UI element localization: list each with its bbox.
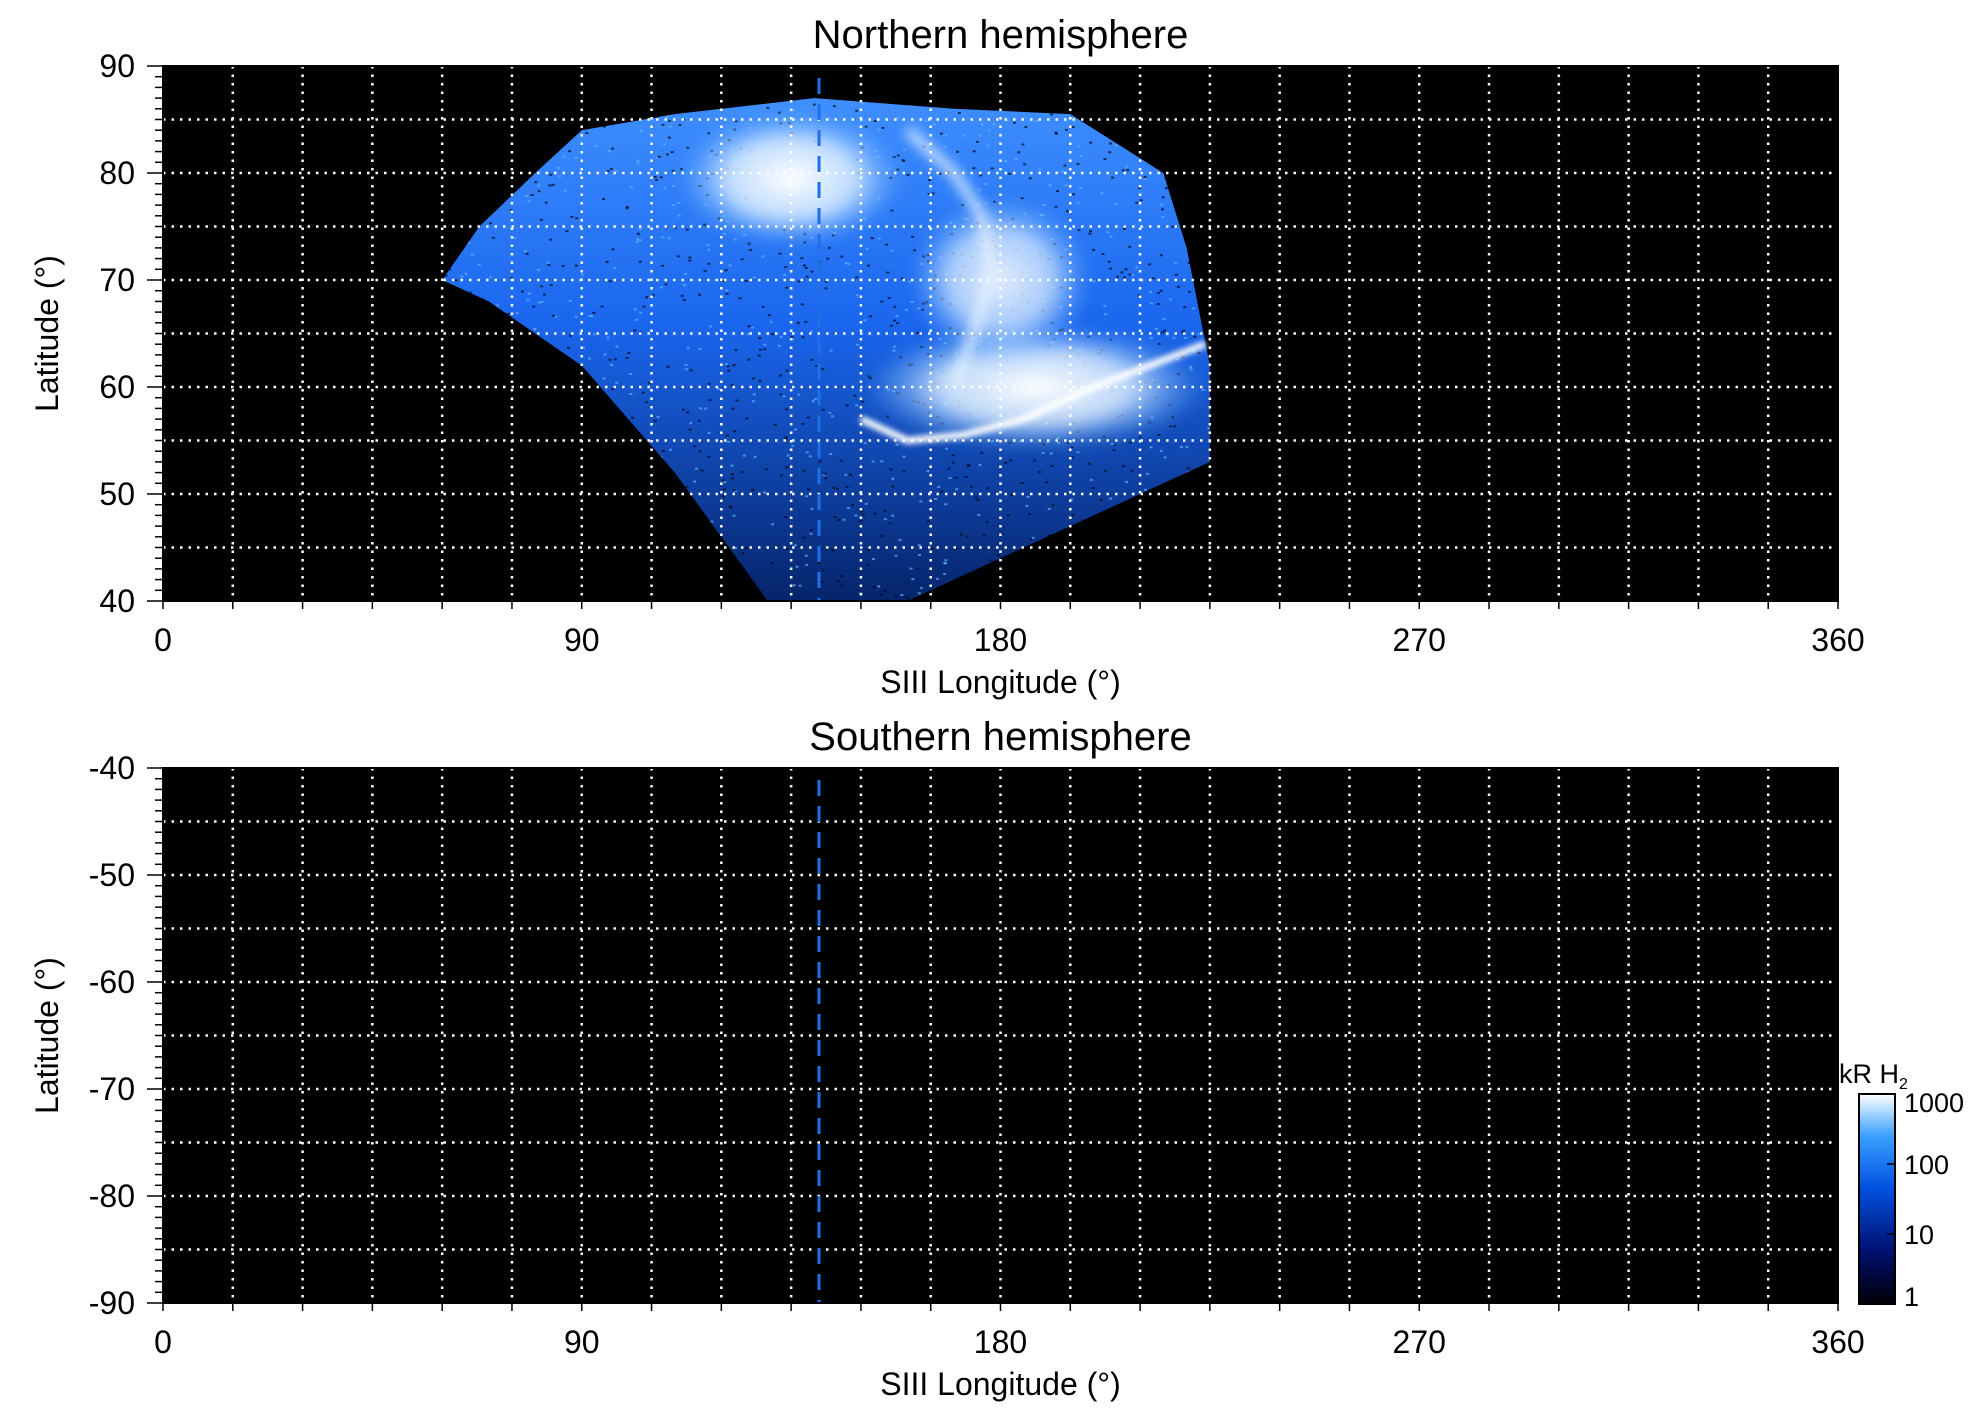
grid	[163, 768, 1838, 1303]
colorbar-label: kR H2	[1839, 1059, 1908, 1093]
y-tick-label: 70	[99, 262, 135, 298]
x-tick-label: 270	[1393, 1324, 1446, 1360]
y-tick-label: 60	[99, 369, 135, 405]
y-tick-label: 40	[99, 583, 135, 619]
x-tick-label: 0	[154, 622, 172, 658]
x-axis-label: SIII Longitude (°)	[880, 664, 1120, 700]
y-tick-label: -70	[89, 1071, 135, 1107]
x-tick-label: 360	[1811, 1324, 1864, 1360]
grid	[163, 66, 1838, 601]
colorbar-tick-label: 100	[1904, 1150, 1949, 1180]
y-axis-label: Latitude (°)	[29, 255, 65, 412]
x-tick-label: 180	[974, 622, 1027, 658]
x-tick-label: 270	[1393, 622, 1446, 658]
x-tick-label: 90	[564, 1324, 600, 1360]
axis-ticks	[147, 767, 1839, 1311]
panel-title: Southern hemisphere	[809, 715, 1191, 759]
y-tick-label: -80	[89, 1178, 135, 1214]
colorbar-tick-label: 1000	[1904, 1088, 1964, 1118]
y-axis-label: Latitude (°)	[29, 957, 65, 1114]
colorbar: kR H2 1000 100 10 1	[1839, 1059, 1964, 1312]
panel-south: -40 -50 -60 -70 -80 -90 0 90 180 270 360 Southern h…	[29, 715, 1865, 1402]
y-tick-label: -60	[89, 964, 135, 1000]
colorbar-tick-label: 1	[1904, 1282, 1919, 1312]
colorbar-tick-label: 10	[1904, 1220, 1934, 1250]
plot-area	[163, 768, 1838, 1303]
x-tick-label: 0	[154, 1324, 172, 1360]
inner-swirl-arc	[904, 126, 997, 389]
y-tick-label: -40	[89, 750, 135, 786]
x-tick-label: 90	[564, 622, 600, 658]
y-tick-label: 90	[99, 48, 135, 84]
x-tick-label: 180	[974, 1324, 1027, 1360]
y-tick-label: -50	[89, 857, 135, 893]
x-axis-label: SIII Longitude (°)	[880, 1366, 1120, 1402]
panel-title: Northern hemisphere	[813, 13, 1189, 57]
y-tick-label: -90	[89, 1285, 135, 1321]
y-tick-label: 80	[99, 155, 135, 191]
axis-ticks	[147, 65, 1839, 609]
colorbar-ramp	[1858, 1093, 1896, 1305]
x-tick-label: 360	[1811, 622, 1864, 658]
panel-north: 40 50 60 70 80 90 0 90 180 270 360 Northern hemisph…	[29, 13, 1865, 700]
colorbar-label-subscript: 2	[1899, 1076, 1908, 1093]
y-tick-label: 50	[99, 476, 135, 512]
bright-feature-1	[860, 322, 1210, 452]
main-oval-arc	[859, 340, 1207, 445]
